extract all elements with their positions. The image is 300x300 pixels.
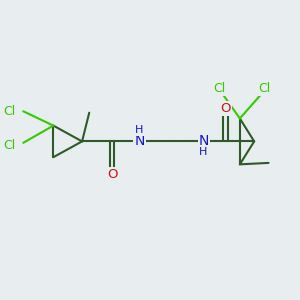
Text: Cl: Cl [3,139,15,152]
Text: H: H [135,125,143,136]
Text: Cl: Cl [258,82,270,95]
Text: N: N [134,134,145,148]
Text: H: H [199,147,208,157]
Text: O: O [107,168,117,181]
Text: Cl: Cl [214,82,226,95]
Text: O: O [220,102,231,115]
Text: Cl: Cl [3,105,15,118]
Text: N: N [199,134,209,148]
